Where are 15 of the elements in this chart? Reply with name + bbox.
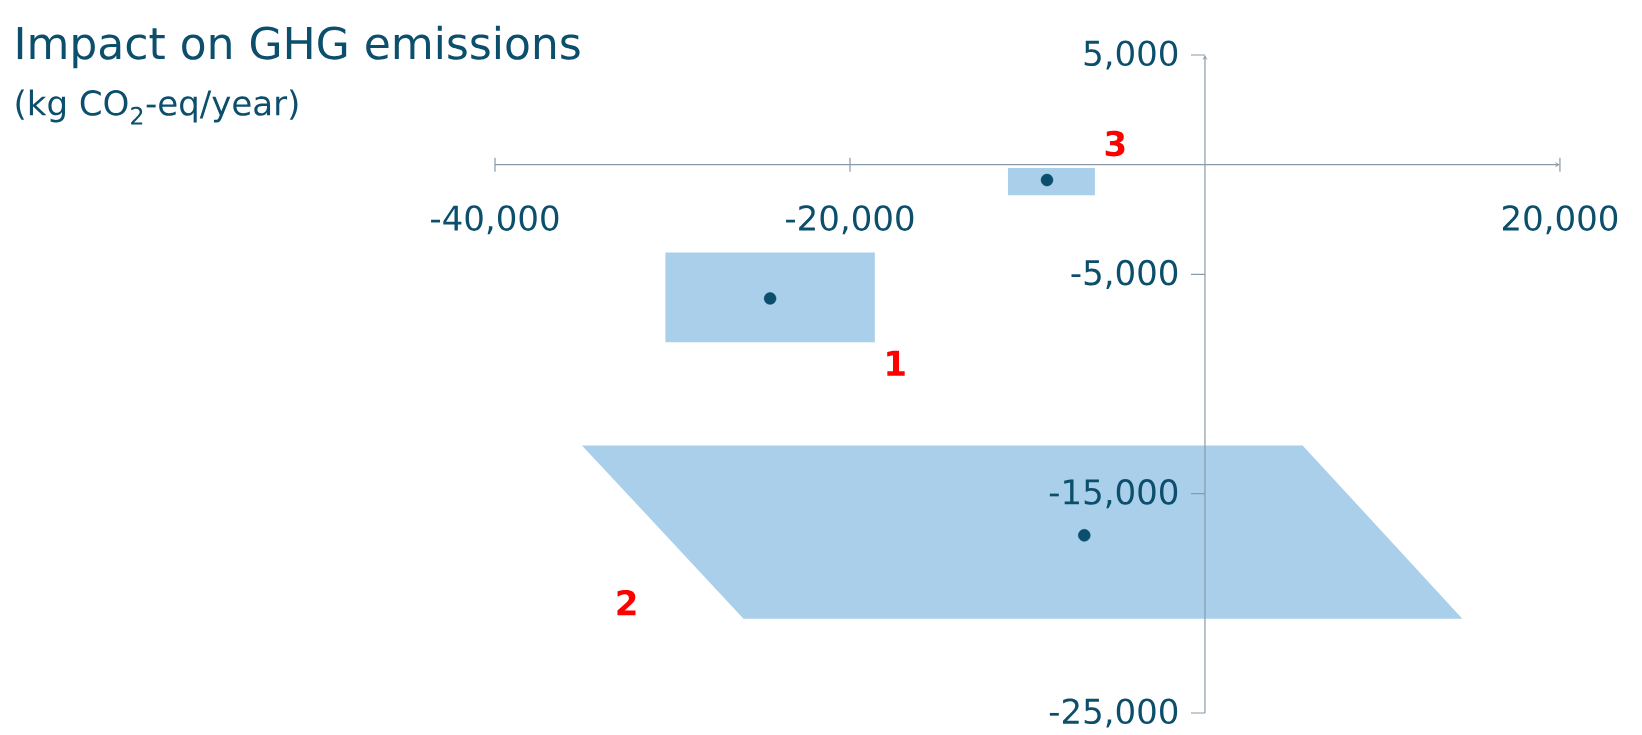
annotation: 2 — [617, 589, 636, 616]
y-tick-label: -5,000 — [1071, 259, 1178, 289]
point — [1040, 173, 1054, 187]
point — [1078, 529, 1091, 542]
y-tick-label: 5,000 — [1084, 40, 1178, 70]
point — [763, 292, 777, 305]
x-tick-label: -40,000 — [431, 205, 559, 235]
chart-title: Impact on GHG emissions — [17, 25, 580, 69]
annotation: 1 — [887, 350, 905, 376]
annotation: 3 — [1105, 130, 1125, 157]
text: (kg CO$_{2}$-eq/year) — [16, 89, 298, 125]
y-tick-label: -15,000 — [1049, 479, 1178, 509]
x-tick-label: 20,000 — [1502, 205, 1618, 235]
x-tick-label: -20,000 — [786, 205, 914, 235]
y-tick-label: -25,000 — [1049, 698, 1178, 728]
